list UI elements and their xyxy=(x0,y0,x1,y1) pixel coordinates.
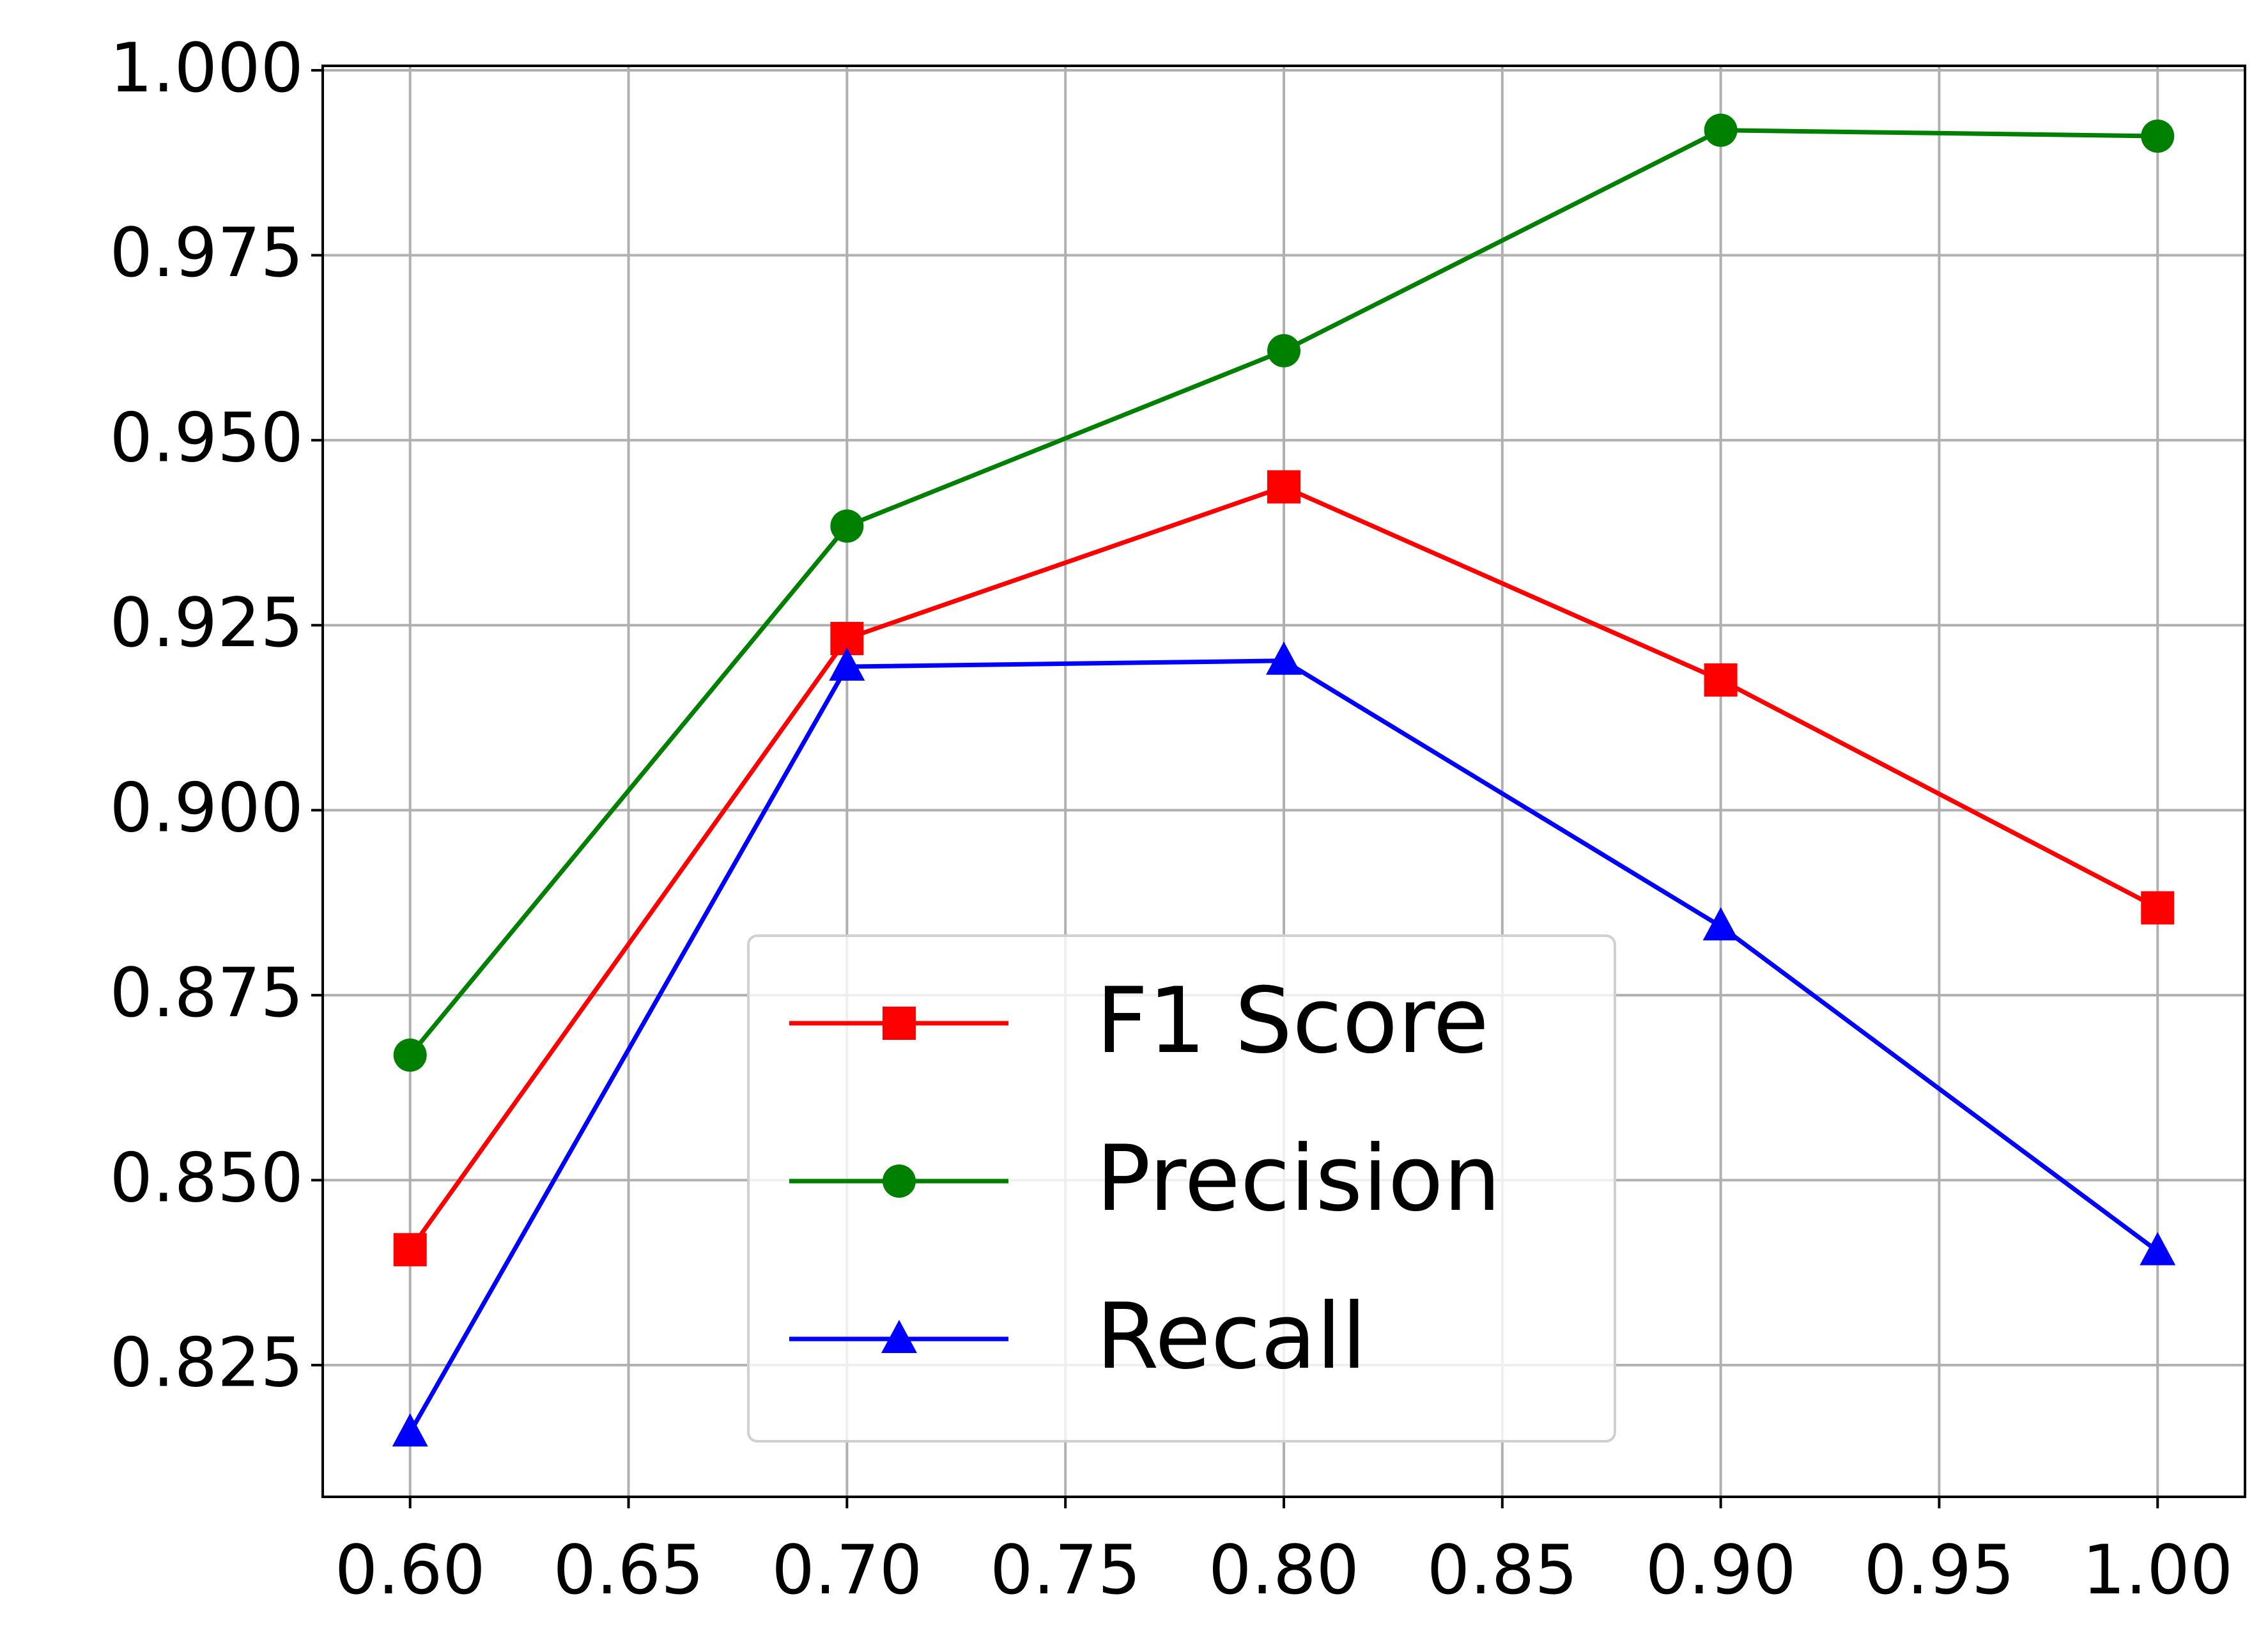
marker xyxy=(1267,334,1300,367)
x-tick-label: 0.90 xyxy=(1646,1531,1796,1609)
marker xyxy=(2141,119,2175,153)
y-tick-label: 0.925 xyxy=(110,584,304,662)
y-tick-label: 0.825 xyxy=(110,1324,304,1402)
plot-frame xyxy=(321,65,2246,1498)
legend-box xyxy=(747,934,1616,1443)
marker xyxy=(1266,641,1302,675)
legend-label: Precision xyxy=(1096,1126,1501,1232)
marker xyxy=(1702,907,1739,941)
x-tick-label: 0.70 xyxy=(771,1531,922,1609)
marker xyxy=(1704,113,1738,147)
marker xyxy=(830,509,864,543)
marker xyxy=(2140,1232,2176,1265)
y-tick-label: 0.875 xyxy=(110,954,304,1032)
y-tick-label: 0.975 xyxy=(110,213,304,292)
x-tick-label: 0.75 xyxy=(990,1531,1141,1609)
legend-label: F1 Score xyxy=(1096,968,1489,1074)
marker xyxy=(393,1038,427,1072)
y-tick-label: 1.000 xyxy=(110,29,304,107)
x-tick-label: 1.00 xyxy=(2082,1531,2233,1609)
x-tick-label: 0.65 xyxy=(553,1531,704,1609)
marker xyxy=(829,647,865,681)
y-tick-label: 0.950 xyxy=(110,399,304,477)
x-tick-label: 0.95 xyxy=(1863,1531,2014,1609)
x-tick-label: 0.85 xyxy=(1427,1531,1578,1609)
marker xyxy=(2141,891,2175,925)
marker xyxy=(393,1233,427,1267)
marker xyxy=(392,1413,428,1447)
marker xyxy=(883,1007,916,1040)
legend-label: Recall xyxy=(1096,1284,1367,1389)
marker xyxy=(1704,663,1738,697)
y-tick-label: 0.900 xyxy=(110,768,304,847)
x-tick-label: 0.60 xyxy=(335,1531,486,1609)
y-tick-label: 0.850 xyxy=(110,1138,304,1217)
marker xyxy=(883,1164,916,1198)
marker xyxy=(881,1320,917,1353)
x-tick-label: 0.80 xyxy=(1208,1531,1359,1609)
marker xyxy=(1267,470,1300,504)
